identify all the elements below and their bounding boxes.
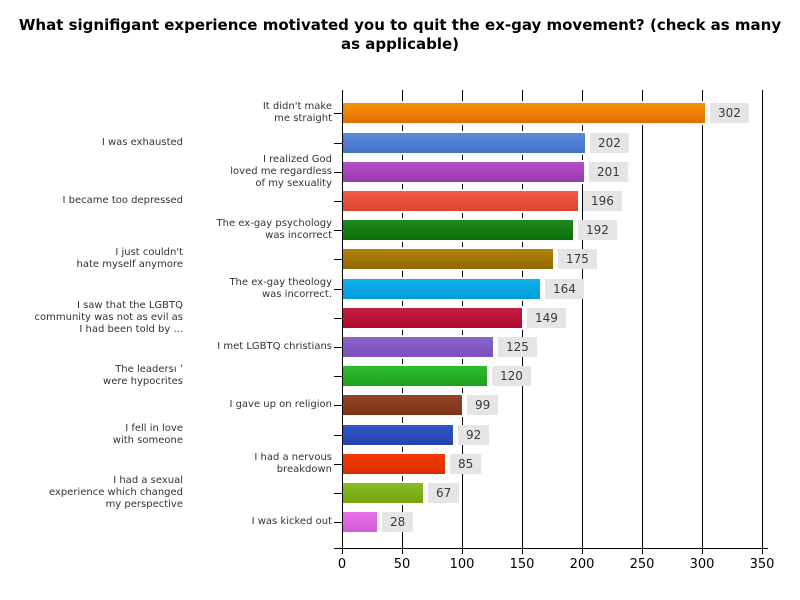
y-axis-tick-12 — [334, 464, 342, 465]
bar-value-label-10: 99 — [467, 395, 499, 415]
bar-value-label-7: 149 — [527, 308, 566, 328]
x-axis-tick-200 — [582, 548, 583, 554]
category-label-11: I fell in love with someone — [112, 423, 183, 446]
bar-value-label-0: 302 — [710, 103, 749, 123]
bar-value-label-5: 175 — [558, 249, 597, 269]
x-axis-label-150: 150 — [509, 557, 535, 572]
x-axis-label-350: 350 — [749, 557, 775, 572]
gridline-x-300 — [702, 90, 703, 548]
gridline-x-350 — [762, 90, 763, 548]
bar-13 — [343, 483, 423, 503]
chart-title-line-2: as applicable) — [340, 35, 460, 53]
y-axis-tick-0 — [334, 113, 342, 114]
x-axis-label-50: 50 — [393, 557, 411, 572]
y-axis-tick-2 — [334, 172, 342, 173]
gridline-x-250 — [642, 90, 643, 548]
bar-14 — [343, 512, 377, 532]
bar-4 — [343, 220, 573, 240]
y-axis-tick-8 — [334, 347, 342, 348]
category-label-10: I gave up on religion — [229, 399, 332, 410]
y-axis-tick-11 — [334, 435, 342, 436]
category-label-2: I realized God loved me regardless of my s… — [230, 154, 332, 189]
category-label-14: I was kicked out — [251, 516, 332, 527]
category-label-9: The leadersı ʼ were hypocrites — [103, 364, 183, 387]
bar-value-label-3: 196 — [583, 191, 622, 211]
category-label-12: I had a nervous breakdown — [254, 452, 332, 475]
bar-11 — [343, 425, 453, 445]
y-axis-tick-5 — [334, 259, 342, 260]
y-axis-tick-6 — [334, 289, 342, 290]
bar-value-label-4: 192 — [578, 220, 617, 240]
x-axis-label-200: 200 — [569, 557, 595, 572]
bar-value-label-8: 125 — [498, 337, 537, 357]
category-label-3: I became too depressed — [62, 195, 183, 206]
y-axis-tick-14 — [334, 522, 342, 523]
bar-value-label-11: 92 — [458, 425, 490, 445]
x-axis-tick-100 — [462, 548, 463, 554]
bar-value-label-6: 164 — [545, 279, 584, 299]
bar-value-label-9: 120 — [492, 366, 531, 386]
bar-3 — [343, 191, 578, 211]
gridline-x-150 — [522, 90, 523, 548]
y-axis-tick-9 — [334, 376, 342, 377]
x-axis-tick-350 — [762, 548, 763, 554]
y-axis-tick-10 — [334, 405, 342, 406]
y-axis-tick-4 — [334, 230, 342, 231]
bar-0 — [343, 103, 705, 123]
bar-8 — [343, 337, 493, 357]
x-axis-tick-300 — [702, 548, 703, 554]
x-axis-label-100: 100 — [449, 557, 475, 572]
bar-1 — [343, 133, 585, 153]
bar-10 — [343, 395, 462, 415]
x-axis-tick-250 — [642, 548, 643, 554]
x-axis-label-300: 300 — [689, 557, 715, 572]
x-axis-tick-150 — [522, 548, 523, 554]
bar-6 — [343, 279, 540, 299]
bar-5 — [343, 249, 553, 269]
gridline-x-200 — [582, 90, 583, 548]
category-label-7: I saw that the LGBTQ community was not as… — [34, 300, 183, 335]
category-label-0: It didn't make me straight — [262, 101, 332, 124]
y-axis-tick-13 — [334, 493, 342, 494]
bar-value-label-2: 201 — [589, 162, 628, 182]
category-label-8: I met LGBTQ christians — [217, 341, 332, 352]
y-axis-tick-7 — [334, 318, 342, 319]
x-axis-label-250: 250 — [629, 557, 655, 572]
x-axis-tick-0 — [342, 548, 343, 554]
bar-9 — [343, 366, 487, 386]
bar-12 — [343, 454, 445, 474]
y-axis-tick-3 — [334, 201, 342, 202]
x-axis-line — [334, 548, 768, 549]
bar-value-label-1: 202 — [590, 133, 629, 153]
category-label-1: I was exhausted — [101, 137, 183, 148]
x-axis-label-0: 0 — [337, 557, 347, 572]
bar-value-label-12: 85 — [450, 454, 482, 474]
chart-title-line-1: What signifigant experience motivated yo… — [18, 16, 782, 34]
category-label-6: The ex-gay theology was incorrect. — [229, 277, 332, 300]
category-label-13: I had a sexual experience which changed my… — [48, 475, 183, 510]
bar-7 — [343, 308, 522, 328]
category-label-4: The ex-gay psychology was incorrect — [216, 218, 332, 241]
y-axis-line — [342, 90, 343, 548]
category-label-5: I just couldn't hate myself anymore — [76, 247, 183, 270]
x-axis-tick-50 — [402, 548, 403, 554]
bar-value-label-13: 67 — [428, 483, 460, 503]
bar-value-label-14: 28 — [382, 512, 414, 532]
bar-2 — [343, 162, 584, 182]
y-axis-tick-1 — [334, 143, 342, 144]
chart-title: What signifigant experience motivated yo… — [0, 16, 800, 54]
